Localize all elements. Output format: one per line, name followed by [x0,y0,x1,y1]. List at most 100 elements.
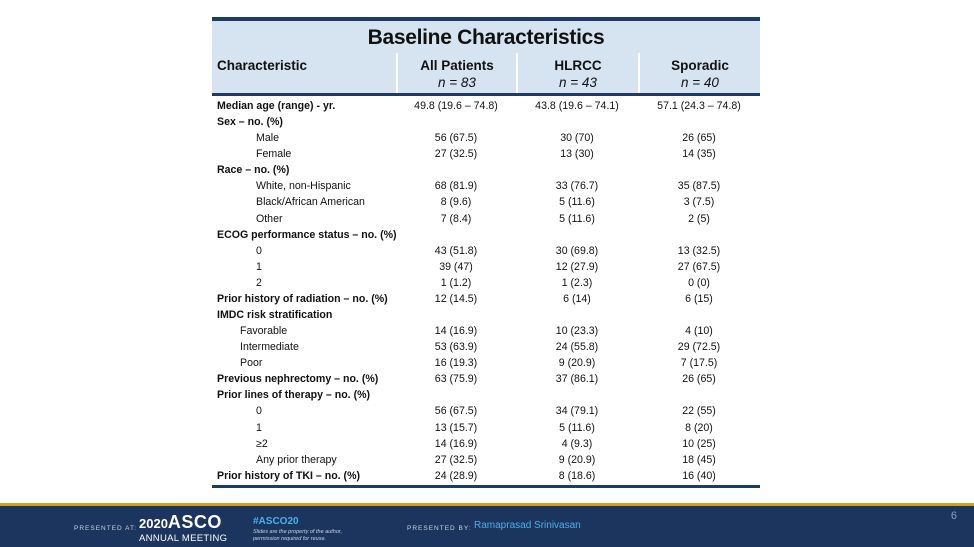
page-number: 6 [950,510,957,522]
cell-all-patients: 16 (19.3) [434,357,478,370]
table-row: Black/African American 8 (9.6) 5 (11.6) 3 (… [212,194,760,210]
table-row: 1 13 (15.7) 5 (11.6) 8 (20) [212,420,760,436]
cell-sporadic: 35 (87.5) [677,180,721,193]
cell-sporadic: 13 (32.5) [677,244,721,257]
cell-all-patients: 1 (1.2) [440,276,472,289]
cell-hlrcc: 24 (55.8) [555,341,599,354]
table-row: ECOG performance status – no. (%) [212,227,760,243]
cell-sporadic: 16 (40) [682,469,716,482]
cell-all-patients: 56 (67.5) [434,132,478,145]
header-all-name: All Patients [420,58,494,73]
cell-sporadic: 18 (45) [682,453,716,466]
cell-hlrcc: 9 (20.9) [558,453,596,466]
asco-subtitle: ANNUAL MEETING [139,533,228,544]
asco-name: ASCO [167,512,222,532]
cell-all-patients: 49.8 (19.6 – 74.8) [414,100,498,112]
cell-hlrcc [516,114,638,130]
cell-hlrcc: 34 (79.1) [555,405,599,418]
cell-sporadic: 2 (5) [688,212,710,225]
table-row: 0 56 (67.5) 34 (79.1) 22 (55) [212,403,760,419]
cell-hlrcc: 13 (30) [560,148,594,161]
cell-sporadic: 10 (25) [682,437,716,450]
row-label: IMDC risk stratification [217,309,333,322]
cell-sporadic: 7 (17.5) [680,357,718,370]
table-row: Prior history of radiation – no. (%) 12 (… [212,291,760,307]
cell-sporadic: 57.1 (24.3 – 74.8) [657,100,741,112]
cell-hlrcc: 30 (69.8) [555,244,599,257]
cell-hlrcc: 12 (27.9) [555,260,599,273]
cell-all-patients: 24 (28.9) [434,469,478,482]
cell-hlrcc: 4 (9.3) [561,437,593,450]
cell-all-patients: 14 (16.9) [434,325,478,338]
cell-sporadic: 14 (35) [682,148,716,161]
cell-hlrcc: 10 (23.3) [555,325,599,338]
cell-hlrcc [516,227,638,243]
table-row: Other 7 (8.4) 5 (11.6) 2 (5) [212,211,760,227]
row-label: Male [256,132,279,145]
table-row: Median age (range) - yr. 49.8 (19.6 – 74.… [212,98,760,114]
cell-sporadic: 8 (20) [685,421,713,434]
cell-all-patients [396,307,516,323]
table-row: Favorable 14 (16.9) 10 (23.3) 4 (10) [212,323,760,339]
header-sporadic: Sporadic n = 40 [638,53,760,93]
header-characteristic: Characteristic [212,53,396,93]
cell-sporadic [638,162,760,178]
cell-hlrcc: 5 (11.6) [559,421,595,434]
table-row: Female 27 (32.5) 13 (30) 14 (35) [212,146,760,162]
baseline-table: Baseline Characteristics Characteristic … [212,17,760,488]
cell-all-patients [396,227,516,243]
footer-bar: PRESENTED AT: 2020ASCO ANNUAL MEETING #A… [0,503,974,547]
cell-hlrcc: 33 (76.7) [555,180,599,193]
cell-hlrcc [516,387,638,403]
header-all-patients: All Patients n = 83 [396,53,516,93]
cell-sporadic [638,227,760,243]
table-row: ≥2 14 (16.9) 4 (9.3) 10 (25) [212,436,760,452]
table-row: White, non-Hispanic 68 (81.9) 33 (76.7) 35 … [212,178,760,194]
cell-all-patients [396,162,516,178]
table-row: IMDC risk stratification [212,307,760,323]
table-row: Sex – no. (%) [212,114,760,130]
cell-all-patients [396,387,516,403]
row-label: Any prior therapy [256,453,337,466]
header-sporadic-name: Sporadic [671,58,729,73]
header-rule [212,93,760,96]
table-title: Baseline Characteristics [212,21,760,53]
table-row: 2 1 (1.2) 1 (2.3) 0 (0) [212,275,760,291]
presented-by-label: PRESENTED BY: [407,525,472,532]
header-hlrcc-name: HLRCC [554,58,602,73]
cell-hlrcc: 9 (20.9) [558,357,596,370]
asco-year: 2020 [139,516,168,531]
row-label: Prior history of TKI – no. (%) [217,469,361,482]
row-label: Female [256,148,292,161]
bottom-rule [212,484,760,488]
cell-hlrcc: 43.8 (19.6 – 74.1) [535,100,619,112]
presented-at-label: PRESENTED AT: [74,525,138,532]
cell-hlrcc: 37 (86.1) [555,373,599,386]
row-label: Poor [240,357,263,370]
table-row: Intermediate 53 (63.9) 24 (55.8) 29 (72.5) [212,339,760,355]
fine-print: Slides are the property of the author, p… [253,529,342,542]
cell-all-patients: 14 (16.9) [434,437,478,450]
cell-sporadic: 26 (65) [682,373,716,386]
cell-sporadic: 6 (15) [685,292,713,305]
row-label: 0 [256,405,262,418]
cell-sporadic: 3 (7.5) [683,196,715,209]
cell-sporadic [638,307,760,323]
cell-hlrcc [516,162,638,178]
cell-hlrcc: 1 (2.3) [561,276,593,289]
cell-all-patients: 43 (51.8) [434,244,478,257]
row-label: 0 [256,244,262,257]
table-row: Prior history of TKI – no. (%) 24 (28.9) 8… [212,468,760,484]
table-row: Prior lines of therapy – no. (%) [212,387,760,403]
cell-sporadic: 4 (10) [685,325,713,338]
cell-sporadic: 27 (67.5) [677,260,721,273]
row-label: Prior history of radiation – no. (%) [217,292,388,305]
table-row: 0 43 (51.8) 30 (69.8) 13 (32.5) [212,243,760,259]
hashtag: #ASCO20 [253,516,299,527]
row-label: 1 [256,260,262,273]
row-label: White, non-Hispanic [256,180,351,193]
row-label: Previous nephrectomy – no. (%) [217,373,379,386]
asco-logo: 2020ASCO ANNUAL MEETING [139,513,227,544]
row-label: Favorable [240,325,288,338]
cell-all-patients: 27 (32.5) [434,148,478,161]
